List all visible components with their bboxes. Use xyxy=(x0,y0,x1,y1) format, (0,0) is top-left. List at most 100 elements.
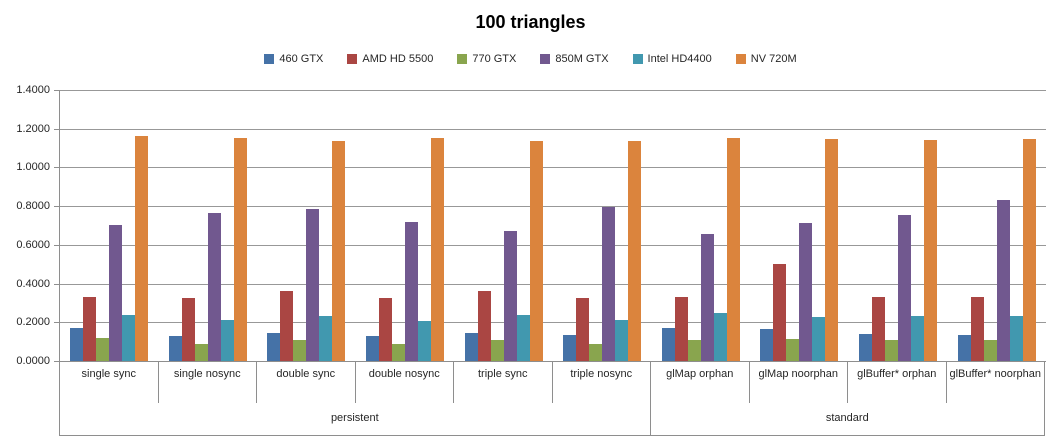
bar xyxy=(233,138,247,361)
category-label: triple nosync xyxy=(553,362,651,403)
bar-group xyxy=(257,90,356,361)
bar xyxy=(319,316,333,361)
category-label: double nosync xyxy=(356,362,454,403)
bar xyxy=(267,333,281,361)
category-label: glBuffer* orphan xyxy=(848,362,947,403)
gridline xyxy=(60,284,1046,285)
bar xyxy=(431,138,445,361)
bar xyxy=(661,328,675,361)
legend-item: Intel HD4400 xyxy=(632,53,712,65)
category-label: triple sync xyxy=(454,362,553,403)
gridline xyxy=(60,90,1046,91)
legend-marker-swatch-icon xyxy=(735,54,746,64)
legend-label: AMD HD 5500 xyxy=(362,53,434,65)
legend-label: 850M GTX xyxy=(555,53,609,65)
bar xyxy=(576,298,590,361)
bar xyxy=(983,340,997,361)
category-label: glMap noorphan xyxy=(750,362,848,403)
legend-item: 770 GTX xyxy=(457,53,516,65)
bar-group xyxy=(60,90,159,361)
y-axis-tick xyxy=(54,206,59,207)
gridline xyxy=(60,206,1046,207)
legend-item: 850M GTX xyxy=(540,53,609,65)
bar xyxy=(503,231,517,361)
legend-marker-swatch-icon xyxy=(264,54,275,64)
bar xyxy=(194,344,208,361)
bar xyxy=(332,141,346,361)
legend-marker-swatch-icon xyxy=(632,54,643,64)
bar xyxy=(563,335,577,361)
bar xyxy=(306,209,320,361)
bar xyxy=(970,297,984,361)
bar xyxy=(628,141,642,361)
y-axis-label: 1.4000 xyxy=(16,84,50,96)
legend-item: NV 720M xyxy=(735,53,797,65)
bar xyxy=(418,321,432,361)
bar xyxy=(812,317,826,361)
bar xyxy=(529,141,543,361)
bar xyxy=(687,340,701,361)
category-group-axis: persistent standard xyxy=(59,403,1045,436)
bar xyxy=(181,298,195,361)
category-label: double sync xyxy=(257,362,356,403)
bar xyxy=(135,136,149,361)
bar xyxy=(898,215,912,361)
legend-label: 460 GTX xyxy=(279,53,324,65)
bar xyxy=(220,320,234,361)
chart-title: 100 triangles xyxy=(475,12,586,32)
y-axis-label: 1.0000 xyxy=(16,161,50,173)
category-label: single nosync xyxy=(159,362,257,403)
legend-label: 770 GTX xyxy=(472,53,517,65)
bar xyxy=(885,340,899,361)
y-axis-tick xyxy=(54,167,59,168)
bar xyxy=(464,333,478,361)
bar xyxy=(589,344,603,361)
bar xyxy=(726,138,740,361)
bar-group xyxy=(750,90,849,361)
bar xyxy=(405,222,419,361)
bar-groups xyxy=(60,90,1046,361)
bar xyxy=(615,320,629,361)
category-group-label: standard xyxy=(651,403,1045,435)
bar xyxy=(602,207,616,361)
bar xyxy=(70,328,84,361)
bar-group xyxy=(652,90,751,361)
category-label: glBuffer* noorphan xyxy=(947,362,1045,403)
legend-item: AMD HD 5500 xyxy=(347,53,433,65)
legend-item: 460 GTX xyxy=(264,53,323,65)
bar xyxy=(109,225,123,361)
bar-group xyxy=(454,90,553,361)
bar xyxy=(207,213,221,361)
y-axis-tick xyxy=(54,361,59,362)
bar xyxy=(1022,139,1036,361)
bar xyxy=(96,338,110,361)
category-axis: single sync single nosync double sync doubl… xyxy=(59,362,1045,403)
bar xyxy=(996,200,1010,361)
bar xyxy=(674,297,688,361)
gridline xyxy=(60,322,1046,323)
legend-label: NV 720M xyxy=(750,53,797,65)
bar xyxy=(760,329,774,361)
y-axis-label: 0.0000 xyxy=(16,355,50,367)
y-axis-label: 0.6000 xyxy=(16,239,50,251)
bar xyxy=(872,297,886,361)
bar-group xyxy=(947,90,1046,361)
bar xyxy=(122,315,136,361)
bar-group xyxy=(849,90,948,361)
legend-marker-swatch-icon xyxy=(457,54,468,64)
plot-area xyxy=(59,90,1046,362)
gridline xyxy=(60,245,1046,246)
y-axis-tick xyxy=(54,90,59,91)
bar xyxy=(799,223,813,361)
category-label: glMap orphan xyxy=(651,362,750,403)
bar xyxy=(713,313,727,361)
bar xyxy=(293,340,307,361)
category-label: single sync xyxy=(59,362,159,403)
y-axis-tick xyxy=(54,129,59,130)
y-axis-tick xyxy=(54,284,59,285)
bar xyxy=(83,297,97,361)
bar xyxy=(786,339,800,361)
bar xyxy=(490,340,504,361)
bar-group xyxy=(159,90,258,361)
